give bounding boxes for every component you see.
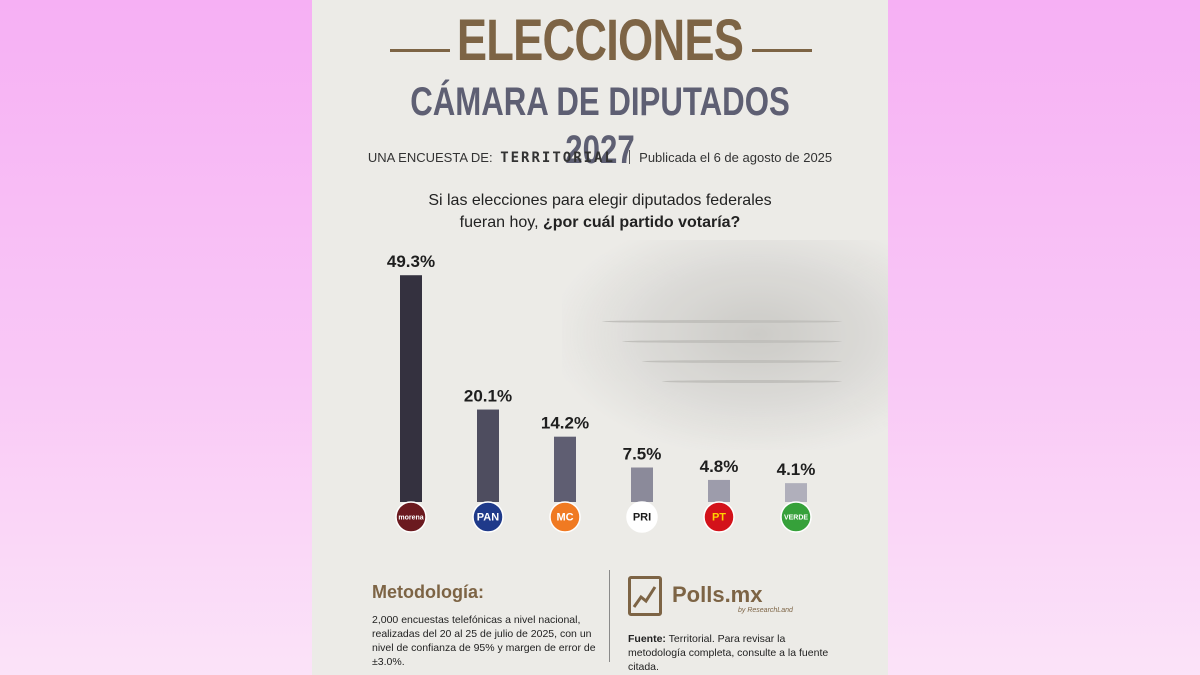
- source-note-label: Fuente:: [628, 633, 666, 645]
- source-brand: TERRITORIAL: [500, 150, 615, 166]
- data-label-3: 7.5%: [623, 445, 662, 464]
- svg-text:PT: PT: [712, 512, 726, 524]
- data-label-2: 14.2%: [541, 414, 589, 433]
- source-prefix: UNA ENCUESTA DE:: [367, 150, 493, 165]
- bar-5: [785, 483, 807, 502]
- title-row: ELECCIONES: [312, 8, 888, 73]
- svg-text:PAN: PAN: [477, 512, 499, 524]
- source-note: Fuente: Territorial. Para revisar la met…: [628, 632, 838, 674]
- logo-tagline: by ResearchLand: [738, 607, 793, 614]
- title-rule-left: [390, 49, 450, 52]
- source-divider: [628, 150, 630, 164]
- question-line-1: Si las elecciones para elegir diputados …: [428, 192, 772, 209]
- footer-divider: [609, 570, 610, 662]
- published-date: Publicada el 6 de agosto de 2025: [639, 150, 833, 165]
- party-logo-1: PAN: [472, 501, 504, 533]
- svg-text:VERDE: VERDE: [784, 514, 808, 521]
- infographic-card: ELECCIONES CÁMARA DE DIPUTADOS 2027 UNA …: [312, 0, 888, 675]
- question-line-2: fueran hoy,: [459, 214, 543, 231]
- chart-logo-icon: [628, 576, 662, 616]
- logo-name: Polls.mx: [672, 582, 763, 607]
- data-label-1: 20.1%: [464, 387, 512, 406]
- source-line: UNA ENCUESTA DE: TERRITORIAL Publicada e…: [312, 150, 888, 166]
- svg-text:PRI: PRI: [633, 512, 651, 524]
- svg-text:MC: MC: [556, 512, 573, 524]
- polls-logo: Polls.mx by ResearchLand: [628, 576, 888, 620]
- methodology-text: 2,000 encuestas telefónicas a nivel naci…: [372, 614, 596, 668]
- party-logo-4: PT: [703, 501, 735, 533]
- svg-text:morena: morena: [398, 514, 423, 521]
- data-label-0: 49.3%: [387, 252, 435, 271]
- party-logo-0: morena: [395, 501, 427, 533]
- party-logo-2: MC: [549, 501, 581, 533]
- question-emphasis: ¿por cuál partido votaría?: [542, 214, 741, 231]
- source-note-text: Territorial. Para revisar la metodología…: [628, 633, 829, 673]
- methodology-title: Metodología:: [372, 582, 484, 602]
- party-logo-3: PRI: [626, 501, 658, 533]
- data-label-4: 4.8%: [700, 457, 739, 476]
- party-logo-5: VERDE: [780, 501, 812, 533]
- bar-4: [708, 479, 730, 502]
- bar-3: [631, 467, 653, 502]
- chamber-photo: [562, 240, 888, 450]
- survey-question: Si las elecciones para elegir diputados …: [312, 190, 888, 234]
- vote-bar-chart: 49.3% morena 20.1% PAN 14.2% MC 7.5% PRI 4.8% PT 4…: [387, 252, 816, 533]
- bar-0: [400, 275, 422, 502]
- page-subtitle: CÁMARA DE DIPUTADOS 2027: [410, 80, 790, 172]
- bar-1: [477, 409, 499, 502]
- page-title: ELECCIONES: [456, 8, 744, 73]
- title-rule-right: [752, 49, 812, 52]
- data-label-5: 4.1%: [777, 460, 816, 479]
- bar-2: [554, 436, 576, 502]
